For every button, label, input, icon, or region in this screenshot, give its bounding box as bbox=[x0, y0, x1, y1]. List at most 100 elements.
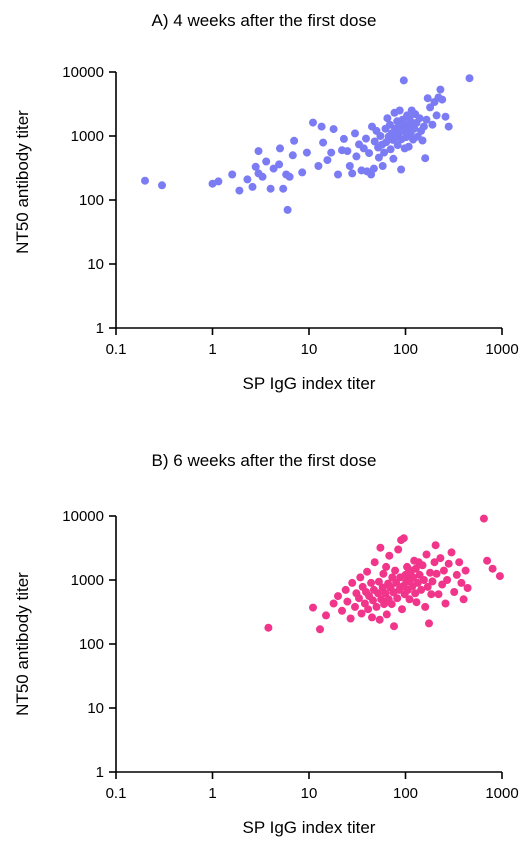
data-point-b bbox=[443, 576, 452, 584]
data-point-a bbox=[243, 175, 252, 184]
data-point-b bbox=[421, 602, 430, 611]
data-point-b bbox=[428, 577, 437, 586]
data-point-b bbox=[495, 572, 504, 581]
data-point-b bbox=[431, 541, 440, 550]
data-point-a bbox=[275, 160, 284, 169]
data-point-a bbox=[399, 76, 408, 85]
data-point-b bbox=[488, 564, 497, 573]
x-axis-label-a: SP IgG index titer bbox=[243, 374, 376, 393]
x-axis-label-b: SP IgG index titer bbox=[243, 818, 376, 837]
data-point-b bbox=[391, 566, 400, 575]
x-tick-label-a: 1 bbox=[208, 341, 216, 358]
data-point-b bbox=[434, 590, 443, 599]
data-point-a bbox=[285, 172, 294, 181]
y-tick-label-a: 10 bbox=[87, 256, 104, 273]
data-point-a bbox=[422, 115, 431, 124]
data-point-b bbox=[427, 590, 436, 599]
data-point-a bbox=[404, 142, 413, 151]
data-point-b bbox=[369, 596, 377, 605]
data-point-b bbox=[461, 566, 470, 575]
data-point-a bbox=[423, 94, 432, 103]
data-point-a bbox=[386, 145, 395, 154]
data-point-a bbox=[329, 125, 338, 134]
y-tick-label-a: 100 bbox=[79, 192, 104, 209]
data-point-b bbox=[390, 622, 398, 631]
data-point-a bbox=[465, 74, 474, 83]
data-point-b bbox=[392, 578, 401, 587]
data-point-a bbox=[276, 144, 284, 153]
data-point-a bbox=[428, 120, 437, 129]
data-point-a bbox=[441, 112, 450, 121]
x-tick-label-b: 100 bbox=[393, 785, 418, 802]
data-point-b bbox=[479, 514, 488, 523]
data-point-b bbox=[364, 605, 373, 614]
y-tick-label-b: 10000 bbox=[62, 508, 104, 525]
data-point-b bbox=[351, 602, 359, 611]
y-axis-label-b: NT50 antibody titer bbox=[13, 572, 32, 716]
data-point-b bbox=[341, 585, 350, 594]
y-tick-label-b: 100 bbox=[79, 636, 104, 653]
data-point-a bbox=[279, 184, 288, 193]
y-tick-label-a: 10000 bbox=[62, 64, 104, 81]
data-point-a bbox=[317, 122, 326, 131]
data-point-b bbox=[355, 594, 363, 603]
data-point-b bbox=[370, 558, 379, 567]
data-point-b bbox=[422, 550, 431, 559]
data-point-a bbox=[397, 165, 406, 174]
data-point-b bbox=[399, 534, 408, 543]
y-axis-label-a: NT50 antibody titer bbox=[13, 110, 32, 254]
data-point-a bbox=[343, 147, 352, 156]
data-point-a bbox=[370, 137, 379, 146]
data-point-a bbox=[380, 148, 389, 157]
chart-title-a: A) 4 weeks after the first dose bbox=[152, 11, 377, 30]
x-tick-label-a: 0.1 bbox=[106, 341, 127, 358]
data-point-b bbox=[409, 573, 418, 582]
data-point-a bbox=[327, 148, 336, 157]
data-point-b bbox=[375, 615, 384, 624]
data-point-a bbox=[214, 177, 223, 186]
data-point-a bbox=[254, 147, 263, 156]
data-point-a bbox=[351, 129, 359, 138]
data-point-a bbox=[323, 156, 332, 165]
y-tick-label-a: 1 bbox=[96, 320, 104, 337]
x-tick-label-a: 10 bbox=[301, 341, 318, 358]
data-point-a bbox=[378, 162, 387, 170]
x-tick-label-b: 0.1 bbox=[106, 785, 127, 802]
data-point-b bbox=[374, 577, 383, 586]
x-tick-label-b: 1 bbox=[208, 785, 216, 802]
y-tick-label-b: 1000 bbox=[71, 572, 104, 589]
data-point-b bbox=[439, 566, 448, 575]
data-point-a bbox=[376, 132, 385, 140]
data-point-a bbox=[235, 186, 244, 195]
data-point-b bbox=[430, 558, 439, 567]
chart-title-b: B) 6 weeks after the first dose bbox=[152, 451, 377, 470]
data-point-b bbox=[426, 568, 435, 577]
data-point-b bbox=[382, 610, 391, 619]
data-point-b bbox=[459, 595, 468, 604]
data-point-a bbox=[415, 114, 424, 123]
data-point-b bbox=[368, 613, 376, 622]
data-point-b bbox=[381, 589, 390, 598]
data-point-a bbox=[258, 172, 267, 181]
data-point-a bbox=[393, 141, 402, 150]
data-point-a bbox=[288, 151, 297, 160]
data-point-b bbox=[412, 598, 421, 607]
data-point-a bbox=[141, 176, 149, 185]
data-point-b bbox=[483, 556, 492, 565]
data-point-b bbox=[334, 592, 342, 601]
data-point-a bbox=[432, 111, 441, 120]
data-point-a bbox=[362, 134, 370, 143]
data-point-b bbox=[385, 551, 394, 560]
points-a bbox=[141, 74, 474, 214]
data-point-a bbox=[290, 136, 299, 145]
data-point-a bbox=[248, 182, 257, 191]
data-point-b bbox=[425, 619, 433, 628]
data-point-b bbox=[329, 599, 338, 608]
data-point-b bbox=[346, 614, 355, 623]
data-point-b bbox=[417, 585, 426, 594]
points-b bbox=[264, 514, 504, 634]
data-point-a bbox=[383, 114, 392, 123]
